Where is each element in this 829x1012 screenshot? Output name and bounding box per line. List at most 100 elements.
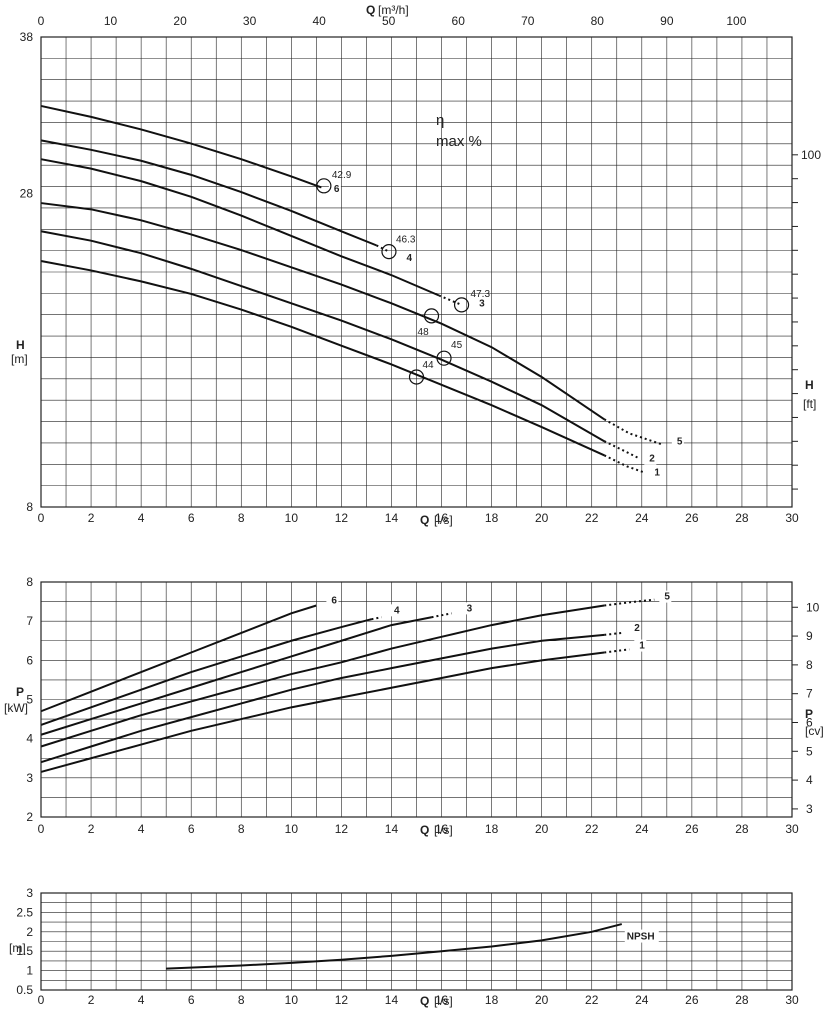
power-curve-2 xyxy=(40,633,605,764)
power-cv-tick-label: 5 xyxy=(806,744,813,758)
power-x-tick-label: 2 xyxy=(88,822,95,836)
power-cv-tick-label: 8 xyxy=(806,658,813,672)
head-x-tick-label: 24 xyxy=(635,511,649,525)
head-top-tick-label: 40 xyxy=(312,14,326,28)
npsh-x-tick-label: 18 xyxy=(485,993,499,1007)
efficiency-marker-2 xyxy=(436,350,452,366)
power-curve-dotted-3 xyxy=(431,612,452,619)
head-y2-axis-label-unit: [ft] xyxy=(803,397,816,411)
head-curve-dotted-5 xyxy=(603,418,663,446)
npsh-x-tick-label: 4 xyxy=(138,993,145,1007)
head-top-tick-label: 30 xyxy=(243,14,257,28)
power-curve-dotted-2 xyxy=(604,631,622,636)
power-cv-tick-label: 6 xyxy=(806,715,813,729)
head-x-tick-label: 0 xyxy=(38,511,45,525)
head-curve-label-bg xyxy=(644,452,657,465)
power-curve-label-bg xyxy=(659,590,672,603)
head-x-tick-label: 28 xyxy=(735,511,749,525)
head-ft-tick-label: 100 xyxy=(801,148,821,162)
power-curve-label-bg xyxy=(634,639,647,652)
head-y2-axis-label-bold: H xyxy=(805,378,814,392)
head-x-tick-label: 16 xyxy=(435,511,449,525)
head-curve-label-3: 3 xyxy=(479,298,485,309)
head-x-tick-label: 26 xyxy=(685,511,699,525)
head-curves: 6 4 3 5 2 1 xyxy=(40,104,684,479)
npsh-x-tick-label: 28 xyxy=(735,993,749,1007)
npsh-label-bg xyxy=(624,929,659,943)
head-x-tick-label: 12 xyxy=(335,511,349,525)
power-x-tick-label: 8 xyxy=(238,822,245,836)
head-top-tick-label: 80 xyxy=(591,14,605,28)
power-y-axis-label-bold: P xyxy=(16,685,24,699)
head-y-tick-label: 8 xyxy=(26,500,33,514)
power-x-tick-label: 26 xyxy=(685,822,699,836)
efficiency-value-5: 48 xyxy=(418,327,430,338)
head-curve-label-bg xyxy=(649,466,662,479)
power-y-tick-label: 5 xyxy=(26,693,33,707)
power-curve-3 xyxy=(40,616,432,736)
power-curve-6 xyxy=(40,604,317,713)
power-y-tick-label: 8 xyxy=(26,575,33,589)
head-grid xyxy=(41,37,792,507)
power-x-tick-label: 18 xyxy=(485,822,499,836)
power-x-tick-label: 6 xyxy=(188,822,195,836)
power-curve-label-1: 1 xyxy=(639,641,645,652)
npsh-x-axis-label-bold: Q xyxy=(420,994,429,1008)
power-x-tick-label: 4 xyxy=(138,822,145,836)
power-curve-label-6: 6 xyxy=(331,596,337,607)
head-curve-5 xyxy=(40,202,605,421)
power-curve-dotted-5 xyxy=(604,598,655,607)
head-top-tick-label: 20 xyxy=(173,14,187,28)
head-curve-label-6: 6 xyxy=(334,184,340,195)
head-x-tick-label: 14 xyxy=(385,511,399,525)
head-curve-dotted-3 xyxy=(438,294,462,306)
efficiency-marker-4 xyxy=(381,244,397,260)
power-y-tick-label: 4 xyxy=(26,732,33,746)
head-x-tick-label: 8 xyxy=(238,511,245,525)
npsh-x-tick-label: 8 xyxy=(238,993,245,1007)
efficiency-value-6: 42.9 xyxy=(332,170,352,181)
head-x-axis-label-bold: Q xyxy=(420,513,429,527)
efficiency-value-3: 47.3 xyxy=(471,289,491,300)
power-curve-1 xyxy=(40,651,605,773)
head-top-tick-label: 70 xyxy=(521,14,535,28)
head-efficiency-markers: 42.9 46.3 47.3 48 45 44 xyxy=(316,170,491,385)
power-cv-tick-label: 9 xyxy=(806,629,813,643)
head-x-tick-label: 6 xyxy=(188,511,195,525)
head-y-axis-label-bold: H xyxy=(16,338,25,352)
power-plot-frame xyxy=(40,581,793,818)
head-x-tick-label: 30 xyxy=(785,511,799,525)
head-top-tick-label: 50 xyxy=(382,14,396,28)
power-curve-label-2: 2 xyxy=(634,623,640,634)
npsh-y-tick-label: 2 xyxy=(26,925,33,939)
npsh-x-tick-label: 14 xyxy=(385,993,399,1007)
power-curve-label-4: 4 xyxy=(394,605,400,616)
power-curves: 6 4 3 5 2 1 xyxy=(40,590,672,773)
efficiency-value-4: 46.3 xyxy=(396,235,416,246)
npsh-y-axis-label-unit: [m] xyxy=(9,941,26,955)
npsh-chart: NPSH 0 2 4 6 8 10 12 14 16 18 20 22 24 26 28 300.511.52… xyxy=(9,886,799,1008)
power-x-tick-label: 10 xyxy=(285,822,299,836)
eta-max-annotation: max % xyxy=(436,133,482,150)
power-curve-label-bg xyxy=(629,621,642,634)
head-curve-label-bg xyxy=(401,252,414,265)
head-curve-2 xyxy=(40,230,605,443)
power-y-tick-label: 6 xyxy=(26,653,33,667)
efficiency-value-1: 44 xyxy=(423,360,435,371)
power-x-tick-label: 22 xyxy=(585,822,599,836)
head-curve-label-5: 5 xyxy=(677,436,683,447)
power-y-axis-label-unit: [kW] xyxy=(4,701,28,715)
npsh-x-tick-label: 26 xyxy=(685,993,699,1007)
power-curve-label-bg xyxy=(461,602,474,615)
power-y-tick-label: 7 xyxy=(26,614,33,628)
npsh-plot-frame xyxy=(40,892,793,991)
head-curve-label-4: 4 xyxy=(406,253,412,264)
npsh-grid xyxy=(41,893,792,990)
npsh-y-tick-label: 0.5 xyxy=(16,983,33,997)
head-tick-labels: 0 2 4 6 8 10 12 14 16 18 20 22 24 26 28 300 10 20 30 40 50 60… xyxy=(20,14,822,525)
npsh-curve-label: NPSH xyxy=(627,932,655,943)
head-y-axis-label-unit: [m] xyxy=(11,352,28,366)
head-top-tick-label: 10 xyxy=(104,14,118,28)
